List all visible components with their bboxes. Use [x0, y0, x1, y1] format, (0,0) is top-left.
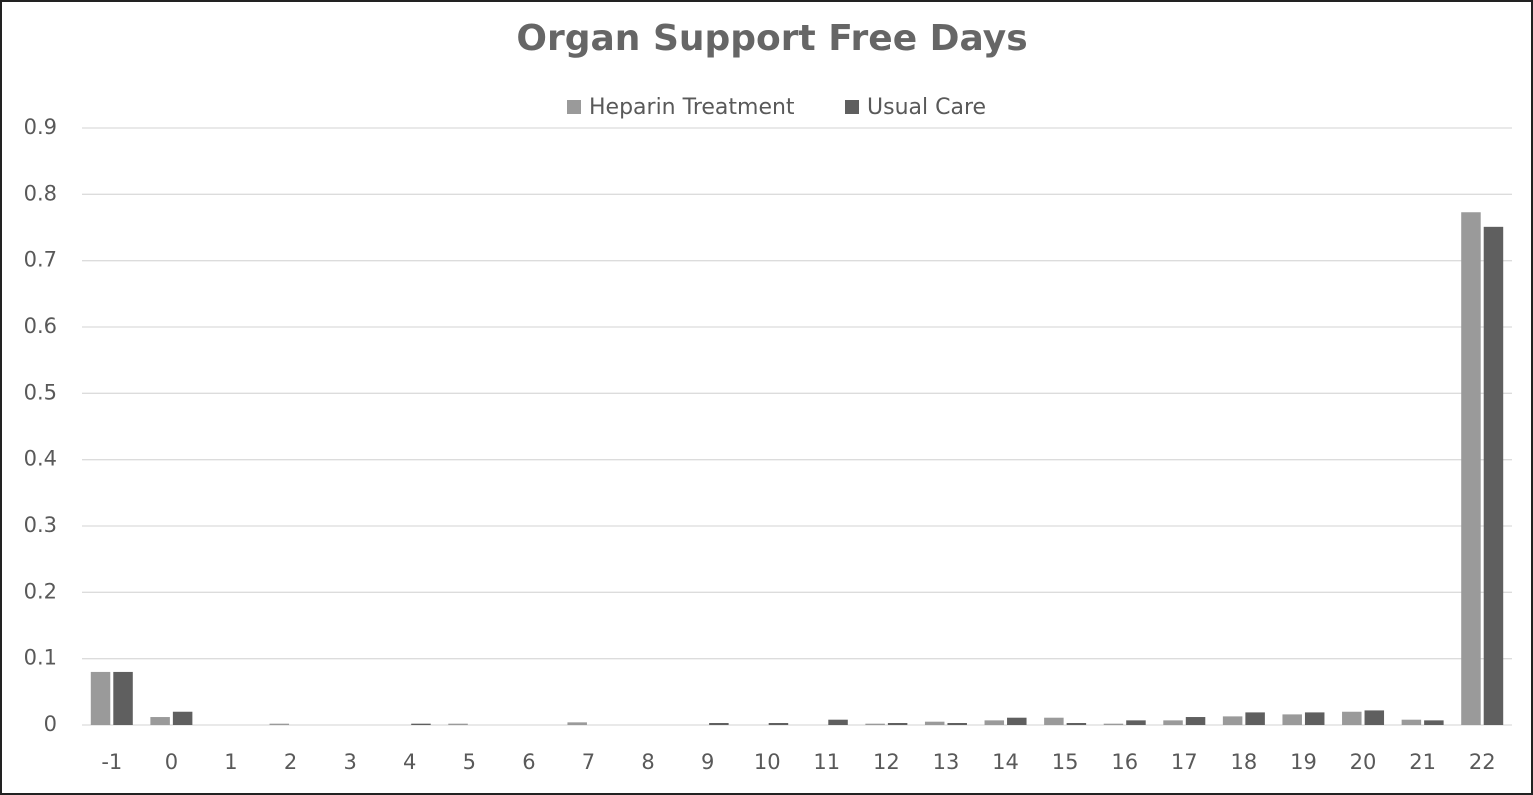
bar — [1401, 719, 1422, 725]
bar — [172, 711, 193, 725]
bar — [1126, 720, 1146, 725]
bar — [768, 723, 789, 725]
bar — [709, 723, 729, 725]
x-tick-label: 18 — [1231, 750, 1258, 774]
legend-swatch — [567, 100, 581, 114]
bar — [269, 723, 290, 725]
bar — [150, 717, 170, 725]
bar — [1304, 712, 1325, 725]
bar — [984, 720, 1005, 725]
x-tick-label: 7 — [582, 750, 595, 774]
x-tick-label: 2 — [284, 750, 297, 774]
x-tick-label: 5 — [463, 750, 476, 774]
bar — [567, 722, 587, 725]
y-tick-label: 0 — [44, 712, 57, 736]
bar — [1245, 712, 1265, 725]
bar — [1424, 720, 1444, 725]
x-tick-label: 13 — [933, 750, 960, 774]
bar — [90, 671, 111, 725]
y-tick-label: 0.9 — [24, 115, 57, 139]
y-tick-label: 0.3 — [24, 513, 57, 537]
bar — [1103, 723, 1124, 725]
x-tick-label: 0 — [165, 750, 178, 774]
bar — [113, 671, 133, 725]
bar — [1222, 716, 1243, 725]
bar — [828, 719, 848, 725]
bar — [1461, 212, 1481, 725]
x-tick-label: 3 — [343, 750, 356, 774]
y-tick-label: 0.6 — [24, 314, 57, 338]
y-tick-label: 0.1 — [24, 646, 57, 670]
bar — [865, 723, 885, 725]
legend-label: Heparin Treatment — [589, 95, 795, 120]
x-tick-label: -1 — [101, 750, 122, 774]
bar — [411, 723, 431, 725]
x-tick-label: 8 — [641, 750, 654, 774]
x-tick-label: 6 — [522, 750, 535, 774]
y-tick-label: 0.2 — [24, 579, 57, 603]
bar — [1066, 723, 1087, 725]
bar — [448, 723, 468, 725]
bar — [887, 723, 908, 725]
bar — [1007, 717, 1027, 725]
x-tick-label: 16 — [1111, 750, 1138, 774]
bar — [1342, 711, 1362, 725]
y-tick-label: 0.4 — [24, 447, 57, 471]
y-tick-label: 0.8 — [24, 181, 57, 205]
x-tick-label: 17 — [1171, 750, 1198, 774]
x-tick-label: 11 — [813, 750, 840, 774]
y-tick-label: 0.7 — [24, 248, 57, 272]
y-tick-label: 0.5 — [24, 380, 57, 404]
x-tick-label: 20 — [1350, 750, 1377, 774]
bar — [1364, 710, 1385, 725]
legend-swatch — [845, 100, 859, 114]
bar — [1282, 714, 1302, 725]
bar — [1483, 226, 1504, 725]
x-tick-label: 9 — [701, 750, 714, 774]
bar — [947, 723, 967, 725]
x-tick-label: 12 — [873, 750, 900, 774]
bar — [1185, 717, 1206, 725]
x-tick-label: 4 — [403, 750, 416, 774]
bar — [1044, 717, 1064, 725]
x-tick-label: 15 — [1052, 750, 1079, 774]
x-tick-label: 14 — [992, 750, 1019, 774]
bar — [924, 721, 945, 725]
x-tick-label: 1 — [224, 750, 237, 774]
x-tick-label: 22 — [1469, 750, 1496, 774]
x-tick-label: 10 — [754, 750, 781, 774]
legend-label: Usual Care — [867, 95, 986, 120]
x-tick-label: 21 — [1409, 750, 1436, 774]
chart-title: Organ Support Free Days — [516, 18, 1027, 59]
x-tick-label: 19 — [1290, 750, 1317, 774]
bar — [1163, 720, 1183, 725]
